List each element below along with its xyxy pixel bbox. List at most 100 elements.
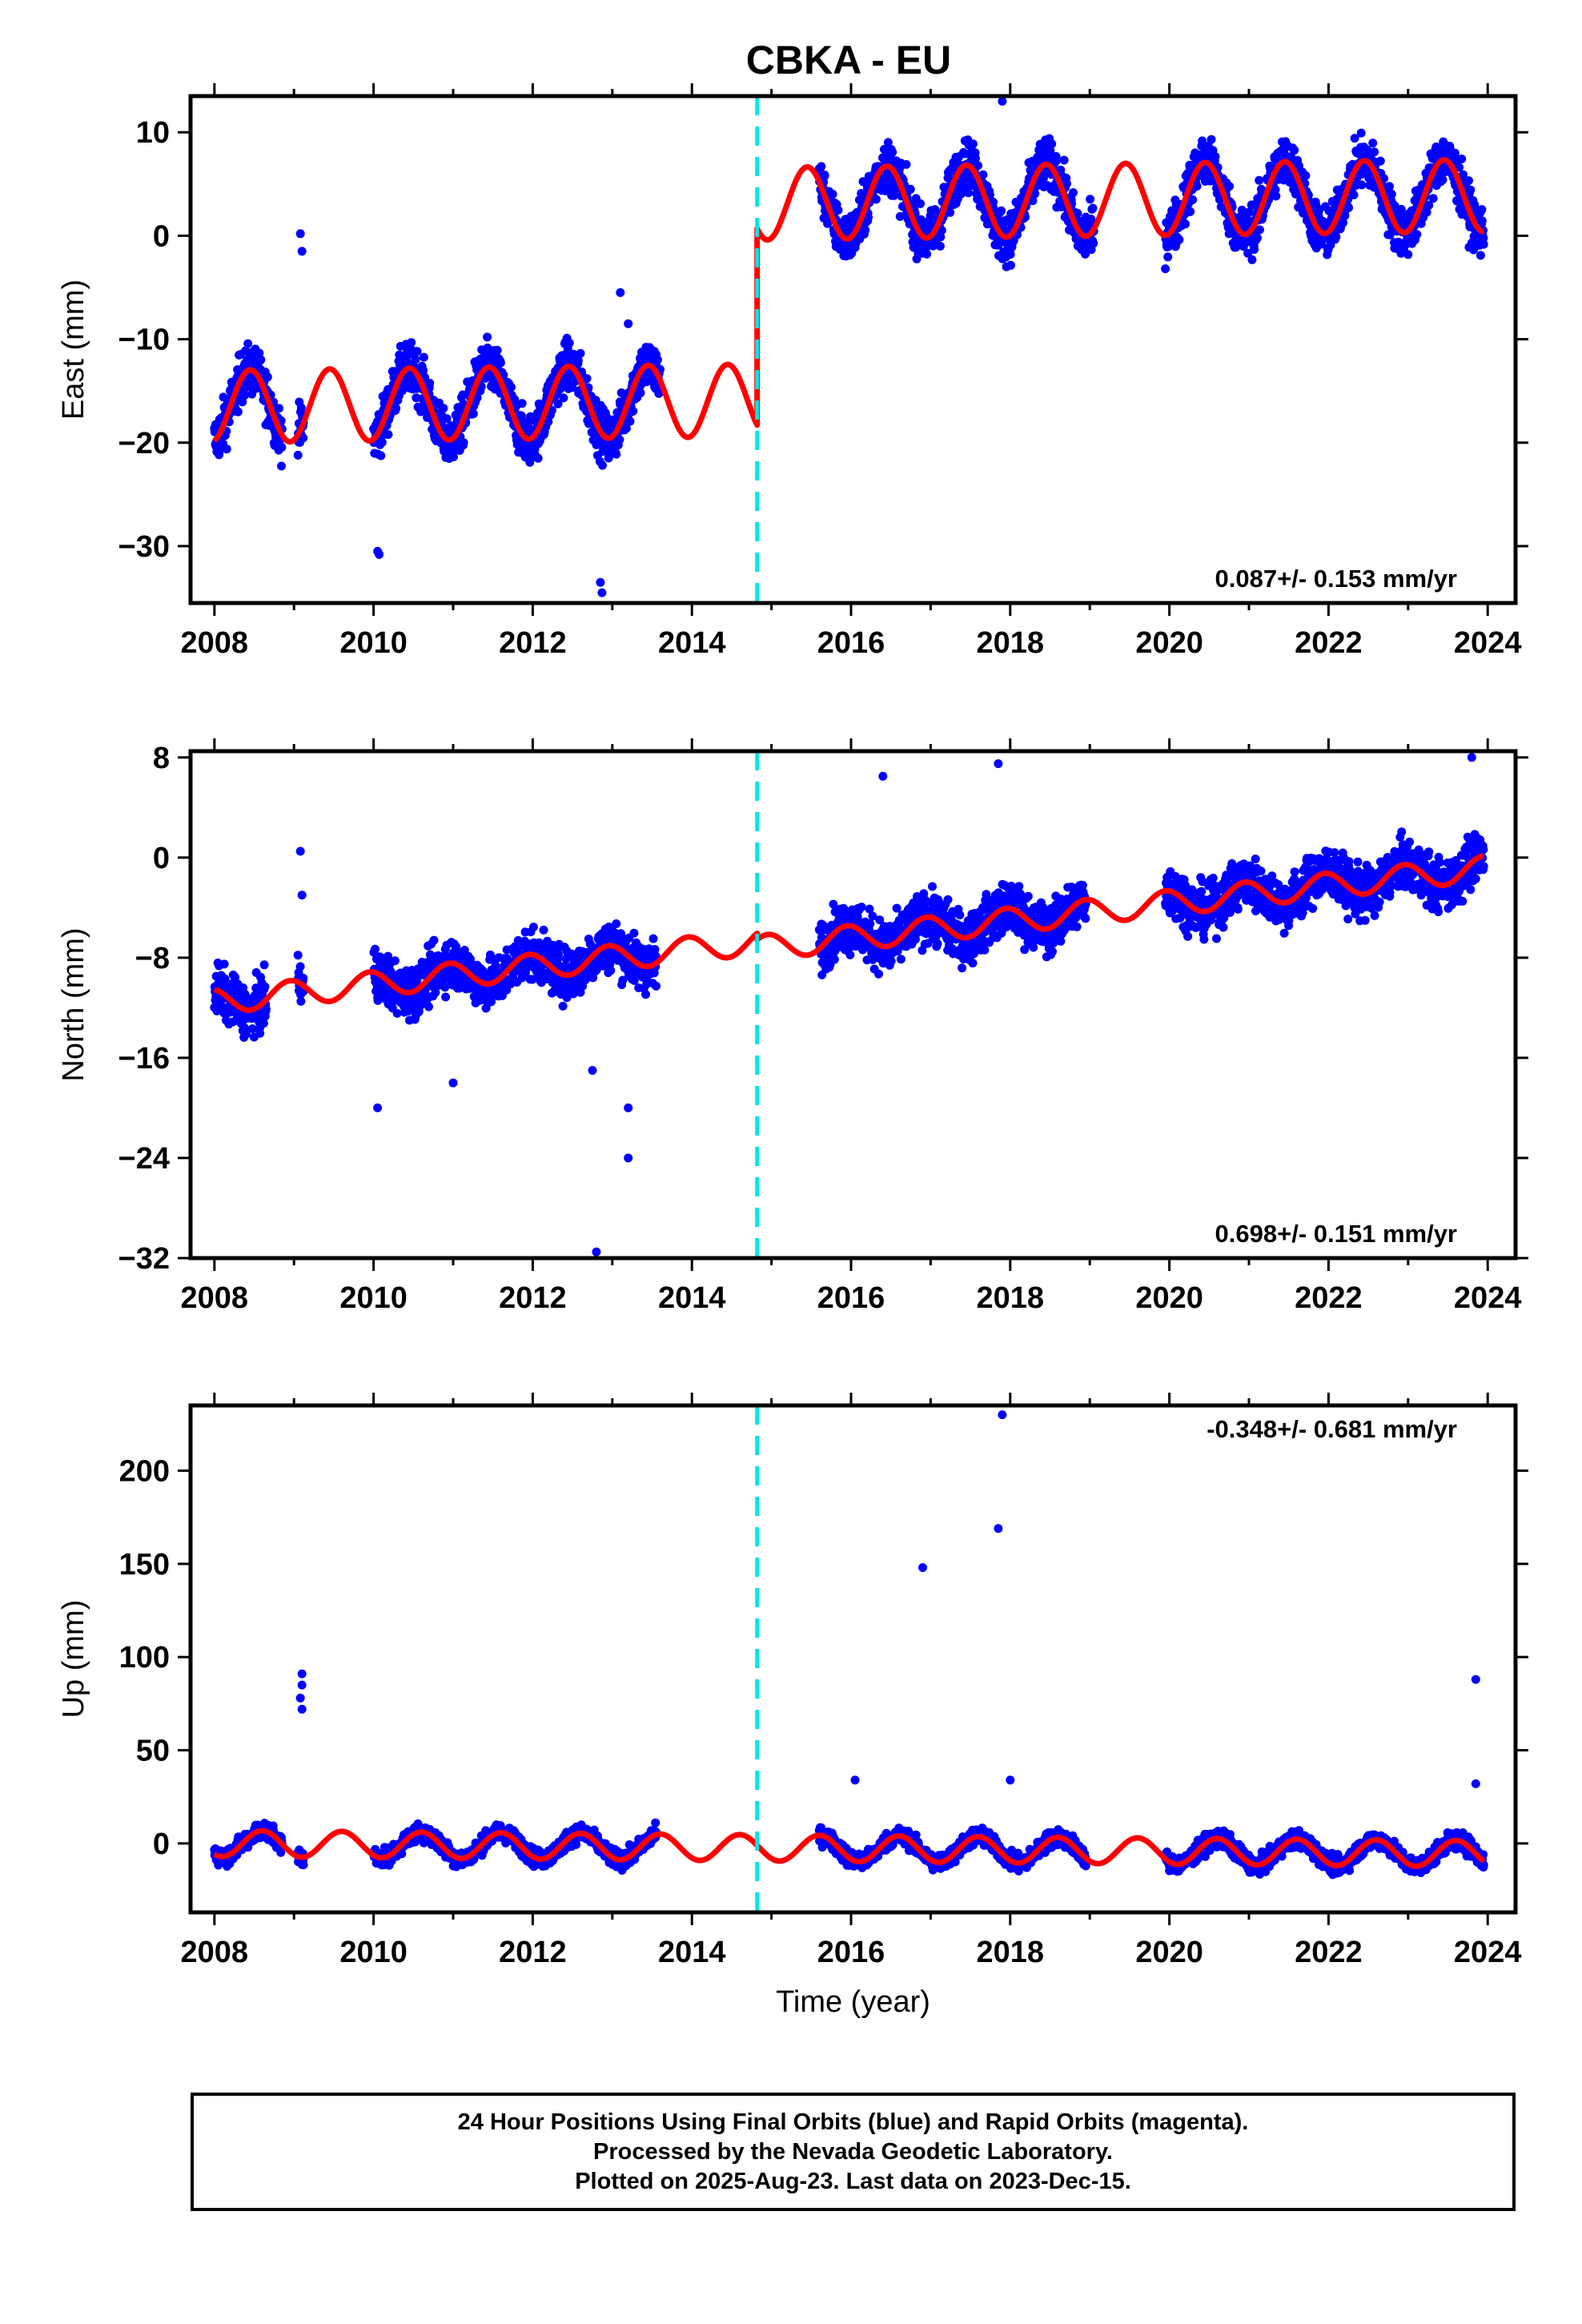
data-point	[392, 1008, 402, 1018]
data-point	[1387, 189, 1396, 199]
data-point	[598, 460, 607, 470]
data-point	[377, 437, 387, 447]
data-point	[974, 161, 982, 171]
data-point	[390, 956, 400, 966]
data-point	[916, 199, 926, 208]
data-point	[1051, 151, 1061, 161]
data-point	[439, 404, 448, 413]
data-point	[1252, 233, 1262, 243]
data-point	[1059, 155, 1069, 165]
data-point	[376, 451, 386, 460]
data-point	[1062, 179, 1071, 188]
y-axis-label-east: East (mm)	[57, 279, 90, 420]
data-point	[299, 433, 308, 443]
data-point	[989, 197, 998, 207]
data-point	[980, 945, 990, 955]
outlier-point	[616, 287, 625, 297]
data-point	[277, 461, 286, 471]
data-point	[978, 170, 988, 179]
data-point	[544, 417, 553, 427]
data-point	[240, 391, 249, 400]
data-point	[1023, 891, 1033, 901]
data-point	[576, 348, 585, 358]
x-tick-label: 2022	[1295, 626, 1363, 660]
data-point	[1225, 182, 1235, 191]
data-point	[946, 207, 955, 217]
plot-area-north	[210, 751, 1488, 1258]
y-tick-label: −30	[118, 530, 170, 564]
data-point	[1255, 175, 1264, 185]
panel-east: 2008 2010 2012 2014 2016 2018 2020 2022 2024100−…	[57, 83, 1528, 660]
data-point	[1457, 155, 1467, 163]
data-point	[1375, 156, 1385, 166]
data-point	[1069, 188, 1078, 197]
x-tick-label: 2024	[1454, 626, 1522, 660]
data-point	[256, 355, 266, 364]
data-point	[1428, 194, 1438, 203]
data-point	[1081, 249, 1090, 259]
data-point	[1477, 205, 1487, 215]
data-point	[970, 154, 980, 163]
x-tick-label: 2012	[499, 626, 567, 660]
data-point	[547, 405, 556, 415]
data-point	[517, 411, 526, 420]
data-point	[383, 430, 393, 440]
data-point	[1207, 135, 1216, 144]
data-point	[1370, 147, 1379, 157]
data-point	[1188, 195, 1198, 204]
data-point	[1438, 175, 1447, 184]
y-tick-label: 0	[153, 219, 170, 253]
data-point	[1086, 195, 1095, 204]
velocity-label-east: 0.087+/- 0.153 mm/yr	[1215, 565, 1457, 593]
data-point	[412, 347, 422, 356]
y-ticks-east	[178, 131, 1528, 548]
data-point	[564, 338, 574, 348]
data-point	[1396, 204, 1406, 214]
data-point	[1089, 239, 1098, 248]
chart-title: CBKA - EU	[746, 38, 951, 82]
data-point	[1006, 250, 1015, 259]
data-point	[1255, 225, 1264, 235]
data-point	[425, 379, 435, 388]
data-point	[625, 416, 635, 426]
data-point	[1412, 230, 1422, 239]
data-point	[559, 393, 568, 403]
data-point	[260, 982, 270, 991]
data-point	[558, 1001, 568, 1011]
data-point	[1186, 207, 1195, 216]
data-point	[943, 895, 953, 904]
data-point	[255, 348, 264, 358]
data-point	[419, 366, 428, 375]
data-point	[871, 195, 881, 204]
data-point	[1357, 180, 1367, 190]
data-point	[533, 453, 543, 463]
x-tick-label: 2020	[1135, 626, 1203, 660]
data-point	[1028, 196, 1038, 206]
data-point	[935, 241, 945, 251]
y-tick-label: 10	[136, 116, 170, 150]
data-point	[612, 919, 621, 928]
data-point	[411, 355, 420, 364]
data-point	[1163, 252, 1173, 262]
data-point	[1271, 191, 1281, 201]
data-point	[629, 928, 639, 938]
data-point	[472, 393, 482, 403]
data-point	[1290, 146, 1299, 155]
x-tick-label: 2016	[817, 626, 885, 660]
data-point	[468, 409, 478, 419]
data-point	[874, 969, 883, 979]
data-point	[864, 212, 873, 222]
data-point	[407, 338, 416, 348]
data-point	[606, 966, 616, 975]
data-point	[937, 226, 946, 235]
y-tick-label: −20	[118, 427, 170, 460]
data-point	[219, 392, 228, 402]
outlier-point	[295, 229, 305, 239]
data-point	[233, 407, 243, 416]
outlier-point	[597, 588, 607, 597]
data-point	[517, 399, 527, 408]
data-point	[539, 925, 548, 935]
data-point	[648, 934, 658, 943]
x-tick-label: 2018	[977, 626, 1045, 660]
